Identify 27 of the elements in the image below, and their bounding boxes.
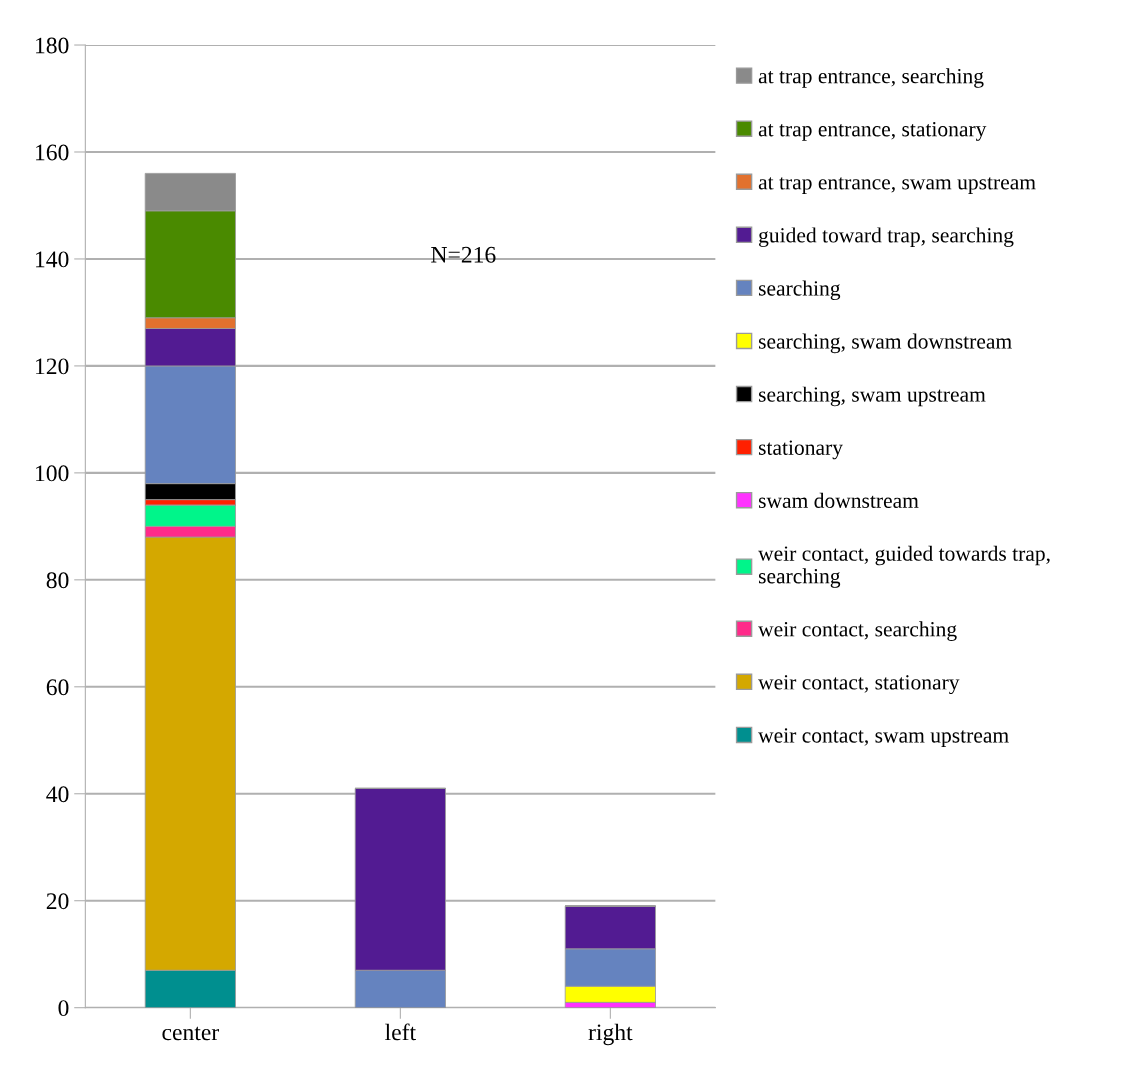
legend-label: swam downstream [758, 492, 919, 508]
y-tick-label: 160 [36, 144, 69, 161]
y-tick-label: 180 [36, 37, 69, 54]
y-tick-label: 40 [46, 786, 69, 803]
legend-label: stationary [758, 440, 843, 460]
y-tick-label: 120 [36, 358, 69, 375]
legend-label: weir contact, stationary [758, 675, 960, 695]
x-tick-label: center [162, 1026, 219, 1041]
legend-label: weir contact, searching [758, 621, 957, 641]
x-tick-label: left [385, 1023, 416, 1041]
legend-label: searching, swam upstream [758, 386, 986, 407]
y-tick-label: 60 [46, 679, 69, 696]
y-tick-label: 140 [36, 251, 69, 268]
legend-label: guided toward trap, searching [759, 227, 1014, 247]
y-tick-label: 80 [46, 572, 69, 589]
y-tick-label: 0 [58, 1000, 69, 1017]
legend-label: searching, swam downstream [758, 333, 1012, 354]
y-tick-label: 100 [36, 465, 69, 482]
legend-label: at trap entrance, swam upstream [758, 177, 1036, 194]
annotation: N=216 [431, 246, 496, 263]
legend-label: weir contact, swam upstream [758, 728, 1009, 748]
y-tick-label: 20 [46, 893, 69, 910]
legend-label: at trap entrance, stationary [758, 121, 987, 141]
legend-label: at trap entrance, searching [758, 68, 984, 88]
x-tick-label: right [588, 1023, 633, 1046]
legend-label: searching [758, 280, 841, 301]
legend-label: weir contact, guided towards trap, searching [758, 545, 1050, 588]
